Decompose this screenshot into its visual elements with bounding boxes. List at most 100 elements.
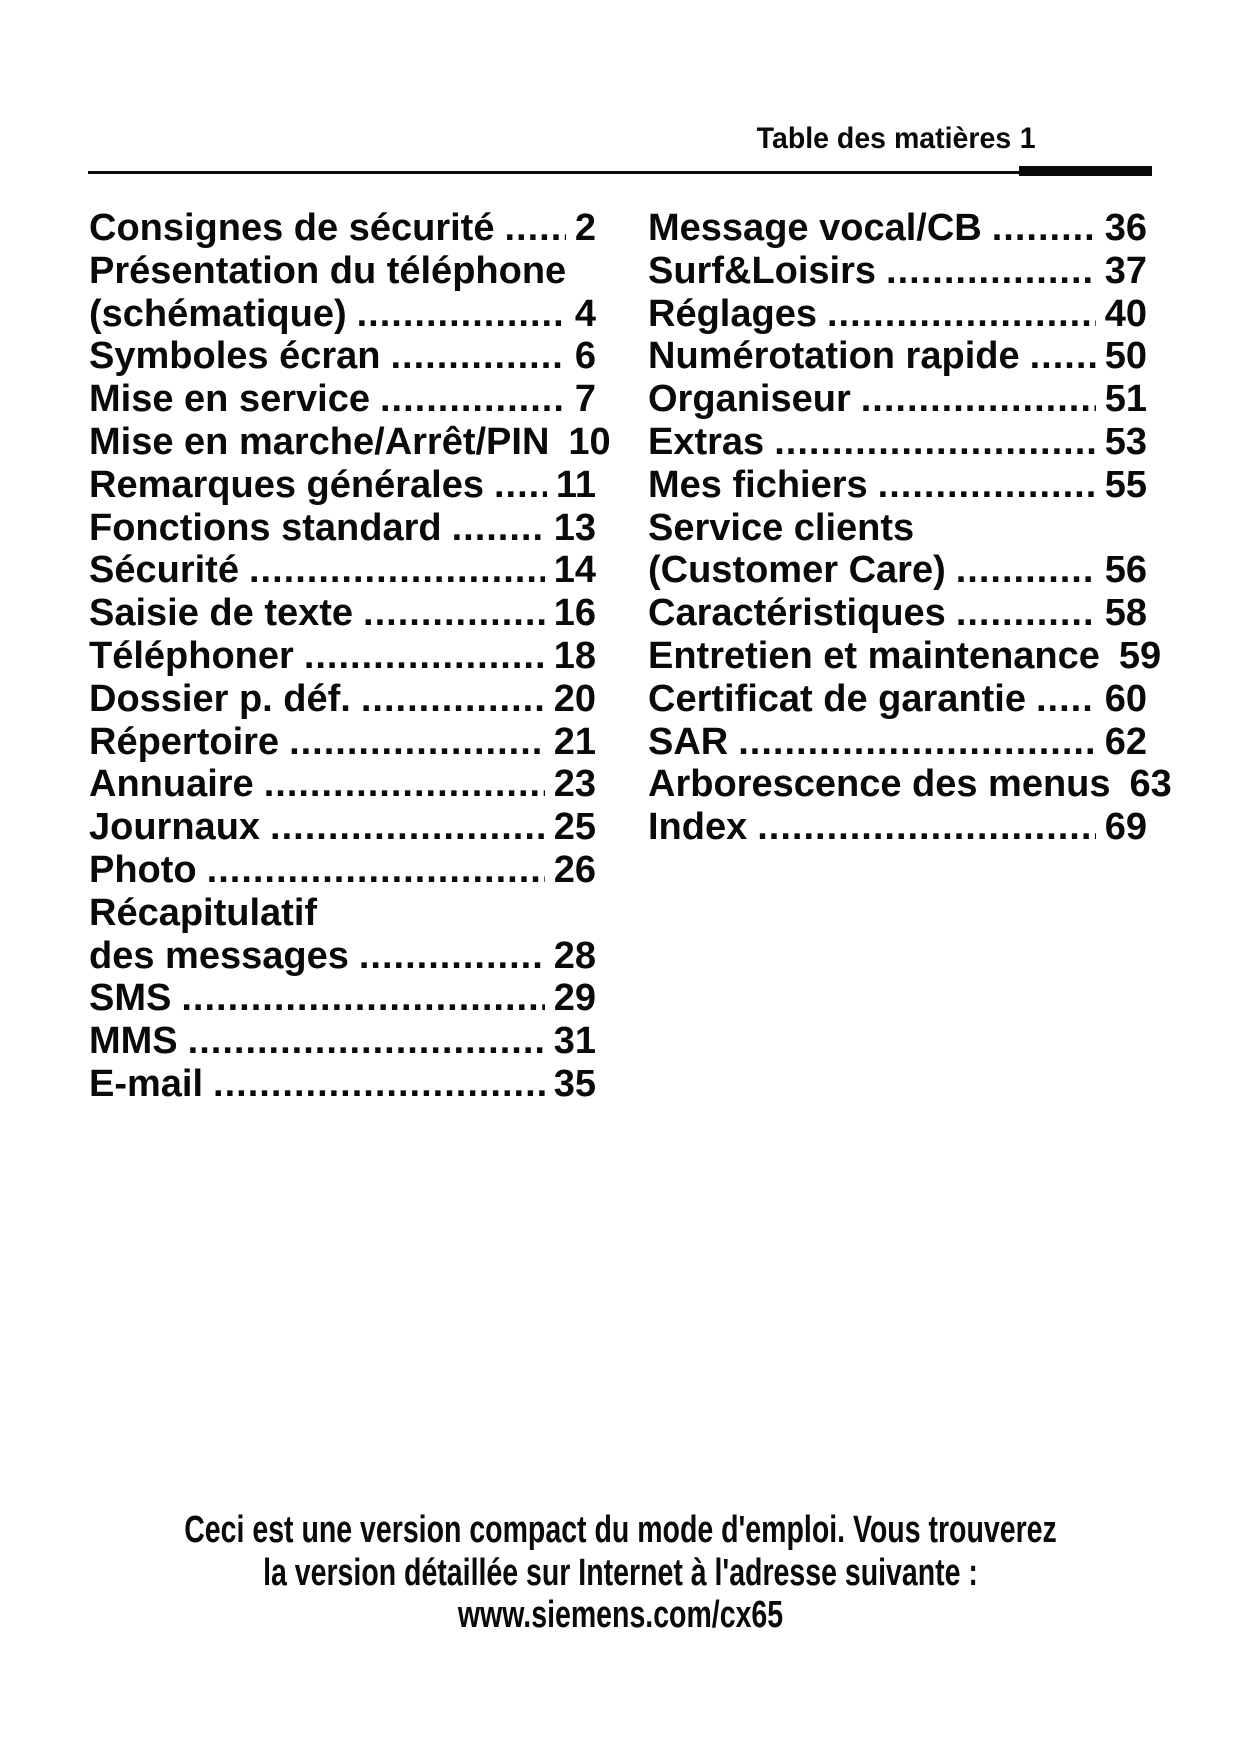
toc-entry: Caractéristiques 58 [648,592,1147,635]
dot-leader [207,849,545,892]
toc-page-number: 14 [553,549,596,592]
dot-leader [827,293,1096,336]
toc-entry-label: Récapitulatif [89,891,318,934]
toc-entry: Entretien et maintenance 59 [648,634,1161,678]
toc-entry: Arborescence des menus 63 [648,763,1172,806]
toc-page-number: 69 [1104,806,1147,849]
toc-entry-label: Message vocal/CB [648,207,982,249]
toc-page-number: 62 [1104,720,1147,763]
dot-leader [289,721,545,764]
footer-line: la version détaillée sur Internet à l'ad… [263,1551,978,1594]
dot-leader [359,935,545,978]
toc-page-number: 16 [553,592,596,635]
toc-entry-label: Entretien et maintenance [648,634,1100,677]
dot-leader [181,977,544,1020]
header-title: Table des matières [757,122,1012,155]
toc-entry-label: Réglages [648,292,817,335]
toc-entry: Extras 53 [648,421,1147,464]
toc-entry: Saisie de texte 16 [89,592,596,635]
toc-page-number: 28 [553,934,596,977]
toc-page-number: 20 [553,677,596,720]
toc-entry-label: Mes fichiers [648,463,868,506]
toc-entry: Réglages 40 [648,293,1147,336]
toc-entry-label: Saisie de texte [89,592,354,635]
toc-page-number: 4 [574,292,596,335]
toc-page-number: 59 [1118,634,1162,677]
toc-page-number: 51 [1104,378,1147,421]
toc-entry-label: Consignes de sécurité [89,207,495,249]
toc-page-number: 63 [1129,763,1172,806]
dot-leader [213,1063,545,1106]
toc-page-number: 37 [1104,249,1147,292]
dot-leader [878,464,1096,507]
dot-leader [249,549,545,592]
toc-entry-label: Arborescence des menus [648,763,1111,806]
dot-leader [861,378,1096,421]
toc-entry-label: SMS [89,977,172,1020]
toc-page-number: 40 [1104,292,1147,335]
dot-leader [188,1020,545,1063]
dot-leader [390,335,565,378]
toc-entry: Fonctions standard 13 [89,507,596,550]
toc-entry: Consignes de sécurité 2 [89,207,596,250]
toc-page-number: 56 [1104,549,1147,592]
toc-entry: Numérotation rapide 50 [648,335,1147,378]
toc-entry: Téléphoner 18 [89,635,596,678]
toc-entry: SAR 62 [648,721,1147,764]
toc-entry: Mise en service 7 [89,378,596,421]
toc-page-number: 21 [553,720,596,763]
toc-entry-label: Certificat de garantie [648,677,1026,720]
toc-entry-label: E-mail [89,1062,204,1105]
toc-entry-label: Extras [648,420,765,463]
toc-entry-label: Présentation du téléphone [89,249,567,292]
toc-entry-label: Répertoire [89,720,280,763]
toc-entry: Symboles écran 6 [89,335,596,378]
toc-page-number: 29 [553,977,596,1020]
dot-leader [452,507,545,550]
toc-page-number: 6 [574,335,596,378]
toc-entry: Message vocal/CB 36 [648,207,1147,250]
toc-page-number: 31 [553,1020,596,1063]
header-rule-accent [1019,166,1152,176]
dot-leader [1030,335,1096,378]
toc-entry: (Customer Care) 56 [648,549,1147,592]
toc-page-number: 35 [553,1062,596,1105]
toc-page-number: 53 [1104,420,1147,463]
toc-page-number: 7 [574,378,596,421]
toc-entry-label: Mise en service [89,378,370,421]
toc-entry: des messages 28 [89,935,596,978]
dot-leader [956,549,1096,592]
footer-line: Ceci est une version compact du mode d'e… [184,1509,1057,1551]
dot-leader [264,763,545,806]
toc-entry-label: Dossier p. déf. [89,677,351,720]
dot-leader [361,678,545,721]
header-page-number: 1 [1020,122,1036,155]
toc-page-number: 55 [1104,463,1147,506]
toc-page-number: 58 [1104,592,1147,635]
toc-entry: Mes fichiers 55 [648,464,1147,507]
toc-entry-label: Annuaire [89,763,254,806]
toc-entry: Répertoire 21 [89,721,596,764]
toc-column-right: Message vocal/CB36Surf&Loisirs37Réglages… [648,207,1172,1106]
page-header-text: Table des matières 1 [757,122,1036,156]
toc-entry: Service clients [648,507,1147,550]
toc-entry: MMS 31 [89,1020,596,1063]
toc-entry-label: Symboles écran [89,335,381,378]
toc-entry-label: Photo [89,848,197,891]
toc-page-number: 11 [555,463,596,506]
dot-leader [774,421,1096,464]
dot-leader [357,293,566,336]
toc-entry: Remarques générales 11 [89,464,596,507]
dot-leader [886,250,1096,293]
footer-note: Ceci est une version compact du mode d'e… [0,1509,1241,1637]
dot-leader [363,592,545,635]
toc-entry-label: Numérotation rapide [648,335,1020,378]
toc-entry: Index 69 [648,806,1147,849]
toc-page-number: 2 [574,207,596,249]
toc-entry: Photo 26 [89,849,596,892]
toc-entry-label: (Customer Care) [648,549,946,592]
toc-entry: Présentation du téléphone [89,250,596,293]
toc-entry: Sécurité 14 [89,549,596,592]
footer-line: www.siemens.com/cx65 [457,1594,784,1636]
